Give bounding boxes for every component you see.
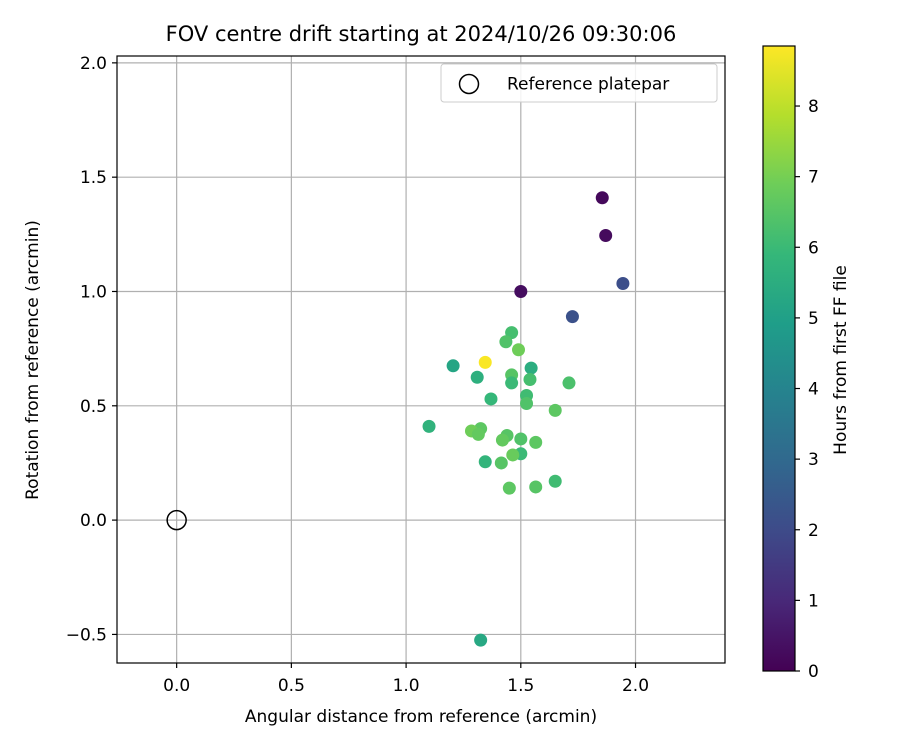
data-point <box>484 392 498 406</box>
data-point <box>471 427 485 441</box>
colorbar-tick-label: 3 <box>808 450 819 470</box>
chart-title: FOV centre drift starting at 2024/10/26 … <box>166 22 677 46</box>
data-point <box>565 310 579 324</box>
data-point <box>446 359 460 373</box>
x-axis-label: Angular distance from reference (arcmin) <box>245 707 597 727</box>
colorbar-tick-label: 4 <box>808 380 819 400</box>
y-tick-label: 2.0 <box>80 54 107 74</box>
data-point <box>422 419 436 433</box>
y-tick-label: 0.0 <box>80 511 107 531</box>
y-tick-label: −0.5 <box>66 625 107 645</box>
x-tick-label: 1.5 <box>507 676 534 696</box>
colorbar-tick-label: 8 <box>808 97 819 117</box>
data-point <box>512 343 526 357</box>
x-tick-label: 2.0 <box>622 676 649 696</box>
plot-area-frame <box>116 55 726 664</box>
data-point <box>506 448 520 462</box>
legend-label-reference: Reference platepar <box>507 75 669 95</box>
x-tick-label: 0.5 <box>278 676 305 696</box>
data-point <box>599 228 613 242</box>
y-tick-label: 1.0 <box>80 282 107 302</box>
colorbar-tick-label: 2 <box>808 521 819 541</box>
data-point <box>529 435 543 449</box>
y-axis-label: Rotation from reference (arcmin) <box>23 220 43 500</box>
y-tick-label: 0.5 <box>80 397 107 417</box>
data-point <box>548 474 562 488</box>
data-point <box>514 432 528 446</box>
reference-platepar-marker <box>166 509 187 531</box>
data-point <box>505 376 519 390</box>
data-point <box>514 284 528 298</box>
data-point <box>616 276 630 290</box>
colorbar-label: Hours from first FF file <box>831 265 851 455</box>
legend-box <box>440 63 718 103</box>
x-tick-label: 0.0 <box>163 676 190 696</box>
data-point <box>474 633 488 647</box>
colorbar-ticks: 0 1 2 3 4 5 6 7 8 <box>795 97 819 682</box>
data-point <box>529 480 543 494</box>
x-axis-ticks: 0.0 0.5 1.0 1.5 2.0 <box>163 663 649 696</box>
y-tick-label: 1.5 <box>80 168 107 188</box>
colorbar-tick-label: 0 <box>808 662 819 682</box>
data-point <box>523 373 537 387</box>
data-points <box>166 191 630 647</box>
data-point <box>595 191 609 205</box>
y-axis-ticks: −0.5 0.0 0.5 1.0 1.5 2.0 <box>66 54 117 645</box>
colorbar-tick-label: 1 <box>808 591 819 611</box>
data-point <box>478 455 492 469</box>
colorbar-tick-label: 5 <box>808 309 819 329</box>
colorbar-gradient <box>762 45 796 672</box>
data-point <box>562 376 576 390</box>
data-point <box>494 456 508 470</box>
legend-marker-reference <box>458 73 480 95</box>
data-point <box>478 355 492 369</box>
data-point <box>499 335 513 349</box>
colorbar: 0 1 2 3 4 5 6 7 8 Hours from first FF file <box>762 45 851 682</box>
grid-lines <box>117 56 725 663</box>
data-point <box>470 370 484 384</box>
data-point <box>524 361 538 375</box>
colorbar-tick-label: 6 <box>808 238 819 258</box>
x-tick-label: 1.0 <box>393 676 420 696</box>
data-point <box>495 433 509 447</box>
colorbar-tick-label: 7 <box>808 168 819 188</box>
data-point <box>548 403 562 417</box>
data-point <box>520 397 534 411</box>
data-point <box>502 481 516 495</box>
legend: Reference platepar <box>440 63 718 103</box>
